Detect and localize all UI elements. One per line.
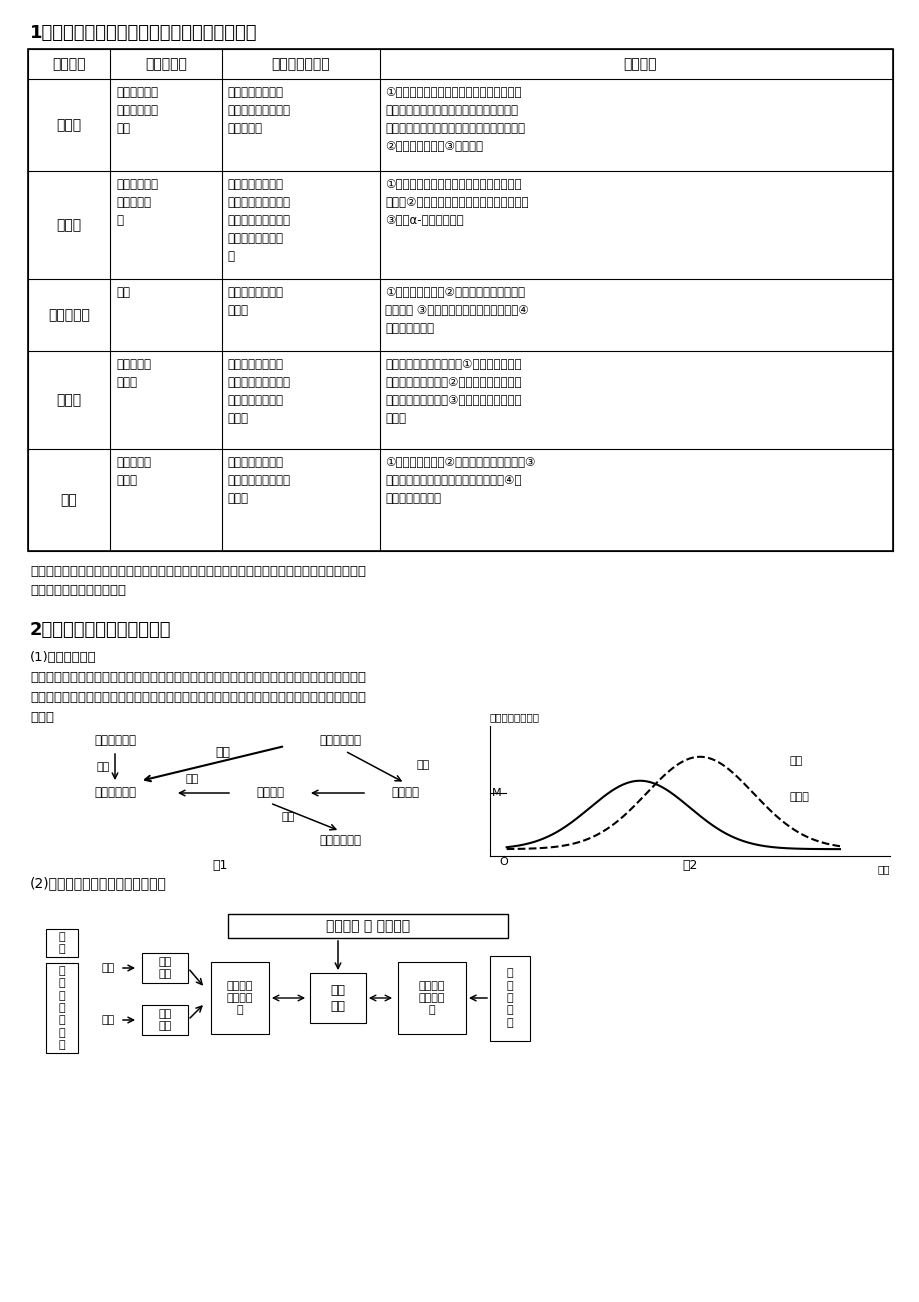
FancyBboxPatch shape [46,930,78,957]
Bar [28,49,892,551]
Text: ①生长素的作用表现出两重性：既能促进生
长，也能抑制生长；既能促进发芽，也能抑
制发芽；既能防止落花落果，也能疏花疏果；
②促进子房发育；③促进生根: ①生长素的作用表现出两重性：既能促进生 长，也能抑制生长；既能促进发芽，也能抑 … [384,86,525,154]
Text: 图2: 图2 [682,859,697,872]
Text: 横向
变粗: 横向 变粗 [158,957,172,979]
Text: 1、各种植物激素的合成部位、分布及生理功能: 1、各种植物激素的合成部位、分布及生理功能 [30,23,257,42]
Text: 乙烯: 乙烯 [61,493,77,506]
Text: 时间: 时间 [877,865,889,874]
Text: 促进: 促进 [101,963,115,973]
Text: 同化作用 ＞ 异化作用: 同化作用 ＞ 异化作用 [325,919,410,934]
FancyBboxPatch shape [490,956,529,1040]
Text: 生长素: 生长素 [56,118,82,132]
Text: 乙烯合成: 乙烯合成 [391,786,418,799]
Text: ①促进细胞分裂；②诱导芽的分化，延缓叶
片的衰老 ③解除顶端优势，促进侧芽生长④
促进气孔的开放: ①促进细胞分裂；②诱导芽的分化，延缓叶 片的衰老 ③解除顶端优势，促进侧芽生长④… [384,286,528,335]
FancyBboxPatch shape [46,963,78,1053]
FancyBboxPatch shape [210,962,268,1034]
Text: 2、各植物激素间的相互作用: 2、各植物激素间的相互作用 [30,621,171,639]
Text: 促进: 促进 [96,762,110,772]
Text: 生长素的浓度接近或等于生长最适浓度时，就开始诱导乙烯的形成，超过这一点时，乙烯的产量
就明显增加，而当乙烯对细胞生长的抑制作用超过了生长素促进细胞生长的作用时，: 生长素的浓度接近或等于生长最适浓度时，就开始诱导乙烯的形成，超过这一点时，乙烯的… [30,671,366,724]
Text: 抑制: 抑制 [186,773,199,784]
Text: 图1: 图1 [212,859,227,872]
Text: 根尖: 根尖 [116,286,130,299]
Text: 乙烯增多: 乙烯增多 [255,786,284,799]
Text: 根冠和萎蔫
的叶片: 根冠和萎蔫 的叶片 [116,358,151,389]
Text: 促进: 促进 [101,1016,115,1025]
FancyBboxPatch shape [310,973,366,1023]
Text: 普遍存在于植物体
内，主要分布于未成
熟的种子、幼芽、幼
根等幼嫩组织和器
官: 普遍存在于植物体 内，主要分布于未成 熟的种子、幼芽、幼 根等幼嫩组织和器 官 [227,178,289,263]
Text: 是最重要的生长抑制剂，①能抑制植物细胞
的分裂和种子萌发；②促进休眠、促进叶和
果实的衰老和脱落；③引起气孔关闭，增加
抗逆性: 是最重要的生长抑制剂，①能抑制植物细胞 的分裂和种子萌发；②促进休眠、促进叶和 … [384,358,521,424]
Text: 细胞分裂
、数目增
多: 细胞分裂 、数目增 多 [418,980,445,1016]
Text: (1)生长素与乙烯: (1)生长素与乙烯 [30,651,96,664]
Text: 生
长
素
、
赤
霉
素: 生 长 素 、 赤 霉 素 [59,966,65,1051]
FancyBboxPatch shape [142,1005,187,1035]
Text: 乙烯: 乙烯 [789,755,802,766]
Text: 正在进行细胞分裂
的部位: 正在进行细胞分裂 的部位 [227,286,283,316]
Text: 幼嫩的芽、嫩
叶、发育中的
种子: 幼嫩的芽、嫩 叶、发育中的 种子 [116,86,158,135]
Text: 生理功能: 生理功能 [623,57,656,72]
Text: 幼芽、幼根和
未成熟的种
子: 幼芽、幼根和 未成熟的种 子 [116,178,158,227]
Text: 植物
生长: 植物 生长 [330,983,346,1013]
FancyBboxPatch shape [398,962,466,1034]
Text: 细胞伸长生长: 细胞伸长生长 [94,786,136,799]
Text: 脱落酸: 脱落酸 [56,393,82,408]
Text: 激素名称: 激素名称 [52,57,85,72]
Text: 乙
烯: 乙 烯 [59,932,65,954]
Text: ①促进细胞伸长，从而引起茎秆伸长和植株
增高；②解除种子、块茎的休眠并促进萌发；
③诱导α-淀粉酶的形成: ①促进细胞伸长，从而引起茎秆伸长和植株 增高；②解除种子、块茎的休眠并促进萌发；… [384,178,528,227]
Text: 促进: 促进 [282,812,295,822]
Text: ①促进果实成熟；②促进叶片和果实脱落；③
促进气孔关闭；促进侧芽、块茎休眠；④促
进开花和雌花分化: ①促进果实成熟；②促进叶片和果实脱落；③ 促进气孔关闭；促进侧芽、块茎休眠；④促… [384,456,535,505]
Text: 细胞分裂素: 细胞分裂素 [48,309,90,322]
Text: (2)多种植物激素与植物生长的关系: (2)多种植物激素与植物生长的关系 [30,876,166,891]
Bar [228,914,507,937]
Text: 注意：生长素、赤霉素、细胞分裂素这三类是促进生长发育的物质，脱落酸、乙烯这两类则是抑
制生长，促进成熟的物质。: 注意：生长素、赤霉素、细胞分裂素这三类是促进生长发育的物质，脱落酸、乙烯这两类则… [30,565,366,598]
Text: 合成的部位: 合成的部位 [145,57,187,72]
Text: 细
胞
分
裂
素: 细 胞 分 裂 素 [506,969,513,1027]
Text: 低浓度生长素: 低浓度生长素 [94,734,136,747]
Text: 赤霉素: 赤霉素 [56,217,82,232]
Text: 抑制: 抑制 [215,746,230,759]
Text: 普遍存在于植物体
内，将要脱落和进入
休眠的器官和组织
中较多: 普遍存在于植物体 内，将要脱落和进入 休眠的器官和组织 中较多 [227,358,289,424]
Text: 纵向
伸长: 纵向 伸长 [158,1009,172,1031]
Text: 存在较多的部位: 存在较多的部位 [271,57,330,72]
Text: 植物茎中激素含量: 植物茎中激素含量 [490,712,539,723]
Text: 植物体的各
个部位: 植物体的各 个部位 [116,456,151,487]
Text: M: M [492,788,501,798]
Text: 细胞生长
、体积增
大: 细胞生长 、体积增 大 [226,980,253,1016]
Text: 诱导: 诱导 [416,760,430,769]
Text: 在各器官中都有分
布，大多集中在生长
旺盛的部位: 在各器官中都有分 布，大多集中在生长 旺盛的部位 [227,86,289,135]
Text: 广泛存在于植物体
内，成熟的果实中含
量最多: 广泛存在于植物体 内，成熟的果实中含 量最多 [227,456,289,505]
Text: 高浓度生长素: 高浓度生长素 [319,734,360,747]
Text: 细胞横向扩大: 细胞横向扩大 [319,835,360,848]
Text: O: O [498,858,507,867]
Text: 生长素: 生长素 [789,792,809,802]
FancyBboxPatch shape [142,953,187,983]
